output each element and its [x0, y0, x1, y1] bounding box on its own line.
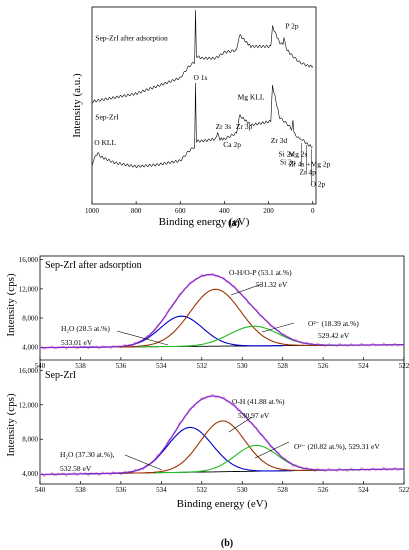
panel-b-component-label: H₂O (37.30 at.%),: [60, 450, 115, 459]
panel-b-xtick-label: 532: [197, 486, 208, 494]
panel-a-series-1: [91, 82, 313, 169]
panel-b-xtick-label: 522: [399, 362, 409, 370]
panel-b-title-0: Sep-ZrI after adsorption: [45, 260, 142, 271]
panel-b-xtick-label: 538: [75, 362, 86, 370]
panel-a-peak-label: P 2p: [285, 22, 299, 31]
panel-a-peak-label: Zr 3p: [236, 122, 253, 131]
panel-a-series-0: [91, 9, 313, 104]
panel-a-xtick-label: 400: [219, 207, 230, 215]
panel-b-xtick-label: 524: [358, 362, 369, 370]
panel-b-component-label: O²⁻ (20.82 at.%), 529.31 eV: [294, 442, 380, 451]
panel-a-label: (a): [228, 218, 240, 229]
panel-a-peak-label: O 1s: [194, 73, 208, 82]
panel-a-peak-label: Mg 2s: [288, 150, 307, 159]
panel-a-peak-label: Si 2s: [278, 150, 293, 159]
panel-a-peak-label: Zr 4p: [299, 167, 316, 176]
panel-b-envelope-0: [40, 273, 404, 349]
panel-a-peak-label: O KLL: [94, 138, 116, 147]
panel-a-peak-label: Ca 2p: [223, 140, 241, 149]
panel-a-peak-label: Zr 3d: [271, 136, 288, 145]
panel-b-xtick-label: 534: [156, 486, 167, 494]
panel-a-frame: [91, 6, 317, 205]
panel-b-component-energy: 533.01 eV: [61, 338, 93, 347]
panel-a-series-label-sepzri: Sep-ZrI: [95, 112, 119, 121]
panel-a-peak-label: Si 2p: [280, 158, 296, 167]
panel-b-ytick-label: 4,000: [22, 344, 38, 352]
panel-b-label: (b): [221, 538, 233, 549]
panel-a-xtick-label: 800: [131, 207, 142, 215]
panel-a-xtick-label: 200: [263, 207, 274, 215]
panel-b-leader-line: [254, 441, 290, 459]
panel-a-peak-label: Zr 4s +Mg 2p: [289, 160, 331, 169]
panel-a-ylabel: Intensity (a.u.): [71, 73, 83, 138]
panel-b-xtick-label: 540: [35, 362, 46, 370]
panel-a-xtick-label: 600: [175, 207, 186, 215]
panel-b-component-energy: 531.32 eV: [256, 280, 288, 289]
panel-b-leader-line: [261, 322, 295, 333]
panel-b-leader-line: [230, 283, 263, 296]
panel-b-xtick-label: 526: [318, 362, 329, 370]
panel-b-ylabel-bottom: Intensity (cps): [5, 393, 17, 457]
panel-b-ytick-label: 8,000: [22, 315, 38, 323]
panel-b-component-energy: 530.97 eV: [238, 411, 270, 420]
panel-b-component-label: H₂O (28.5 at.%): [61, 324, 110, 333]
panel-b-xtick-label: 534: [156, 362, 167, 370]
panel-b-component-energy: 529.42 eV: [318, 331, 350, 340]
panel-b-title-1: Sep-ZrI: [45, 370, 76, 381]
panel-b-ytick-label: 16,000: [19, 256, 39, 264]
panel-b-xtick-label: 524: [358, 486, 369, 494]
panel-b-envelope-1: [40, 395, 405, 476]
panel-a-series-label-after: Sep-ZrI after adsorption: [95, 33, 168, 42]
panel-b-component-H2O: [80, 315, 283, 348]
panel-b-xtick-label: 528: [277, 362, 288, 370]
panel-b-ytick-label: 8,000: [22, 436, 38, 444]
panel-b-ytick-label: 12,000: [19, 401, 39, 409]
panel-b-xtick-label: 522: [399, 486, 409, 494]
panel-b-leader-line: [228, 416, 253, 433]
panel-b-xtick-label: 540: [35, 486, 46, 494]
panel-a-peak-label: Mg KLL: [238, 93, 265, 102]
panel-b-xtick-label: 538: [75, 486, 86, 494]
panel-a-peak-label: O 2p: [310, 179, 325, 188]
panel-a-xlabel: Binding energy (eV): [159, 216, 250, 228]
panel-b-component-label: O-H/O-P (53.1 at.%): [229, 268, 292, 277]
panel-b-leader-line: [116, 330, 169, 346]
panel-b-xtick-label: 536: [116, 486, 127, 494]
panel-a-peak-label: Zr 3s: [216, 122, 232, 131]
panel-b-component-label: O-H (41.88 at.%): [232, 397, 285, 406]
panel-a-xtick-label: 1000: [85, 207, 100, 215]
panel-b-component-H2O: [84, 426, 295, 475]
panel-b-component-energy: 532.58 eV: [60, 464, 92, 473]
panel-b-xtick-label: 526: [318, 486, 329, 494]
panel-b-component-O-H/O-P: [94, 288, 336, 348]
panel-b-xtick-label: 530: [237, 486, 248, 494]
panel-b-raw-data-1: [39, 393, 405, 478]
panel-b-ytick-label: 16,000: [19, 367, 39, 375]
panel-a-xtick-label: 0: [311, 207, 315, 215]
panel-b-ylabel-top: Intensity (cps): [5, 273, 17, 337]
panel-b-xtick-label: 536: [116, 362, 127, 370]
panel-b-xtick-label: 528: [277, 486, 288, 494]
panel-b-ytick-label: 4,000: [22, 470, 38, 478]
panel-b-component-label: O²⁻ (18.39 at.%): [308, 319, 359, 328]
panel-b-component-O-H: [116, 420, 330, 474]
panel-b-xtick-label: 530: [237, 362, 248, 370]
panel-b-xtick-label: 532: [197, 362, 208, 370]
panel-b-leader-line: [124, 454, 163, 471]
panel-b-ytick-label: 12,000: [19, 285, 39, 293]
panel-b-xlabel: Binding energy (eV): [177, 498, 268, 510]
